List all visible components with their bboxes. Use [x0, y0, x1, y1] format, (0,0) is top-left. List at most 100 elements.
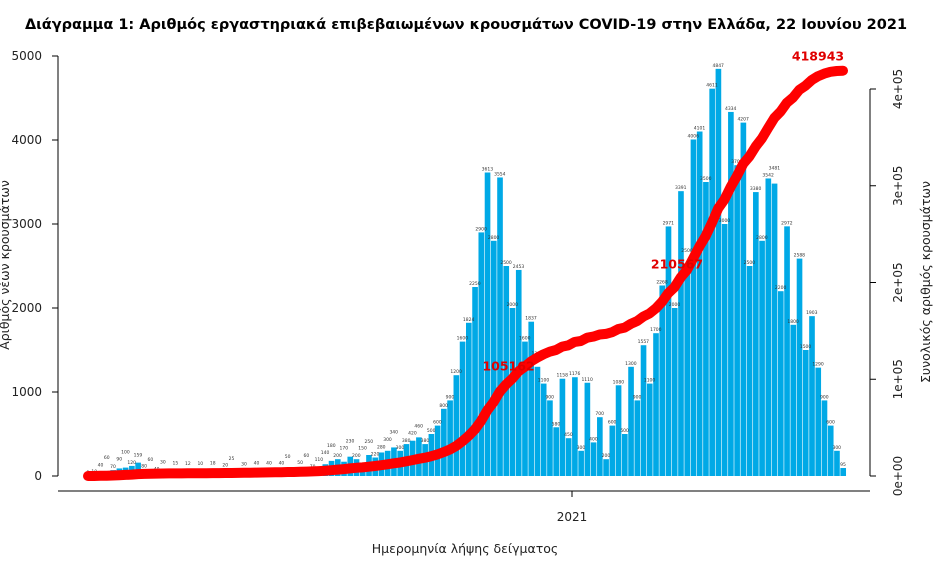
bar [734, 165, 740, 476]
bar [522, 341, 528, 476]
bar-value-label: 50 [297, 460, 303, 466]
bar-value-label: 170 [340, 446, 349, 452]
bar [497, 177, 503, 477]
bar-value-label: 2900 [475, 226, 487, 232]
bar [802, 350, 809, 476]
bar-value-label: 1600 [519, 336, 531, 342]
bar-value-label: 3613 [482, 167, 494, 173]
bar [827, 425, 834, 476]
bar-value-label: 12 [185, 461, 191, 467]
bar [459, 341, 466, 476]
bar-value-label: 2800 [488, 235, 500, 241]
bar [528, 321, 535, 476]
bar-value-label: 70 [110, 464, 116, 470]
y-tick-label: 4000 [11, 133, 42, 147]
bar-value-label: 1500 [800, 344, 812, 350]
bar [790, 324, 797, 476]
bar-value-label: 60 [104, 455, 110, 461]
bar-value-label: 1903 [806, 310, 818, 316]
bar-value-label: 900 [633, 394, 642, 400]
bar-value-label: 1824 [463, 317, 475, 323]
bar-value-label: 3391 [675, 185, 687, 191]
bar [809, 316, 815, 476]
bar [447, 400, 453, 476]
y-tick-label: 3000 [11, 217, 42, 231]
bar-value-label: 340 [389, 429, 398, 435]
bar-value-label: 30 [160, 459, 166, 465]
bar-value-label: 2972 [781, 220, 793, 226]
bar-value-label: 500 [620, 428, 629, 434]
bar [796, 258, 803, 476]
bar [584, 382, 591, 476]
bar [609, 425, 616, 476]
bar-value-label: 2453 [513, 264, 525, 270]
bar-value-label: 200 [352, 453, 361, 459]
bar-value-label: 3542 [762, 172, 774, 178]
bar-value-label: 4006 [688, 133, 700, 139]
bar [703, 182, 709, 476]
bar-value-label: 10 [197, 461, 203, 467]
y-tick-label: 5000 [11, 49, 42, 63]
bar-value-label: 30 [241, 461, 247, 467]
bar-value-label: 600 [433, 420, 442, 426]
bar-value-label: 420 [408, 431, 417, 437]
bar [771, 183, 778, 476]
bar-value-label: 60 [304, 453, 310, 459]
bar [653, 333, 659, 476]
bar-value-label: 4101 [694, 126, 706, 132]
bar-value-label: 2500 [744, 260, 756, 266]
bar-value-label: 1100 [538, 378, 550, 384]
bar-value-label: 900 [545, 394, 554, 400]
bar-value-label: 1100 [644, 378, 656, 384]
bar-value-label: 280 [377, 444, 386, 450]
bar-value-label: 4334 [725, 106, 737, 112]
y-tick-label: 2000 [11, 301, 42, 315]
y2-tick-label: 1e+05 [891, 359, 905, 399]
bar [740, 122, 747, 476]
bar-value-label: 300 [383, 437, 392, 443]
bar-value-label: 3380 [750, 186, 762, 192]
bar-value-label: 1290 [812, 362, 824, 368]
bar-value-label: 600 [608, 420, 617, 426]
bar-value-label: 380 [421, 438, 430, 444]
bar-value-label: 2200 [775, 285, 787, 291]
bar [753, 192, 759, 476]
cumulative-annotation: 418943 [792, 49, 844, 64]
bar-value-label: 1600 [457, 336, 469, 342]
bar [721, 224, 728, 476]
bar-value-label: 230 [346, 439, 355, 445]
bar-value-label: 2268 [656, 279, 668, 285]
bar-value-label: 150 [358, 445, 367, 451]
bar [696, 131, 703, 477]
bar-value-label: 3700 [731, 159, 743, 165]
bar-value-label: 800 [439, 403, 448, 409]
bar-value-label: 4611 [706, 83, 718, 89]
y2-tick-label: 3e+05 [891, 166, 905, 206]
bar-value-label: 40 [98, 463, 104, 469]
bar-value-label: 200 [333, 453, 342, 459]
bar-value-label: 380 [402, 438, 411, 444]
bar-value-label: 50 [285, 454, 291, 460]
bar-value-label: 140 [321, 450, 330, 456]
bar-value-label: 3554 [494, 171, 506, 177]
bar [815, 367, 822, 476]
bar-value-label: 1200 [450, 369, 462, 375]
bar-value-label: 450 [564, 432, 573, 438]
bar [621, 434, 628, 476]
bar-value-label: 700 [595, 411, 604, 417]
bar [534, 366, 541, 476]
bar-value-label: 20 [222, 462, 228, 468]
bar-value-label: 500 [427, 428, 436, 434]
bar [453, 375, 460, 476]
bar [503, 266, 510, 476]
bar [472, 287, 478, 476]
bar-value-label: 90 [116, 456, 122, 462]
bar [540, 383, 547, 476]
bar-value-label: 95 [840, 462, 846, 468]
bar [466, 322, 472, 476]
bar [715, 68, 722, 477]
bar [784, 226, 790, 476]
bar [834, 450, 840, 476]
bar [603, 459, 609, 476]
